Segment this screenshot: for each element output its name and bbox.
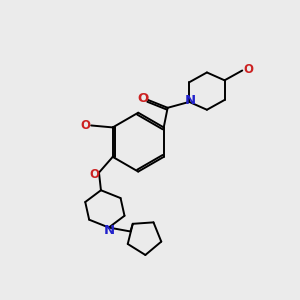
- Text: O: O: [137, 92, 149, 106]
- Text: O: O: [80, 119, 90, 132]
- Text: N: N: [185, 94, 196, 107]
- Text: O: O: [89, 168, 99, 181]
- Text: O: O: [243, 63, 253, 76]
- Text: N: N: [104, 224, 115, 237]
